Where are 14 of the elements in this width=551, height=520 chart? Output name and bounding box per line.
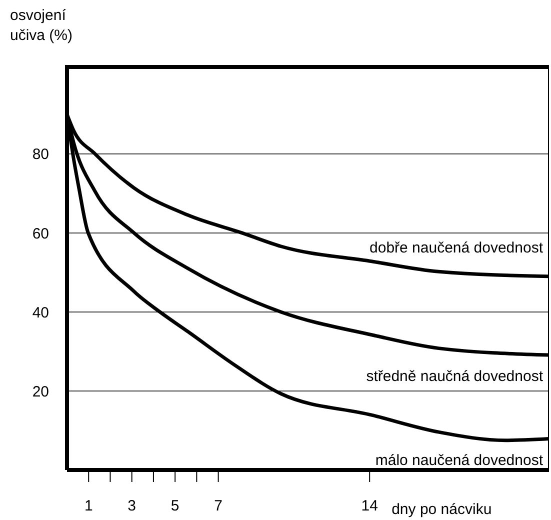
x-tick-label: 1 (84, 498, 93, 515)
x-tick-label: 7 (214, 498, 222, 515)
series-label: středně naučná dovednost (366, 368, 544, 386)
x-tick-label: 14 (361, 498, 378, 515)
series-label: dobře naučená dovednost (370, 239, 544, 256)
x-tick-label: 3 (128, 498, 136, 515)
y-axis-title: osvojení učiva (%) (10, 6, 74, 46)
x-tick-label: 5 (170, 498, 180, 515)
y-tick-label: 20 (32, 383, 49, 400)
y-tick-label: 60 (32, 225, 49, 242)
x-axis-title: dny po nácviku (392, 501, 492, 518)
series-label: málo naučená dovednost (375, 452, 544, 469)
y-tick-label: 40 (32, 304, 49, 322)
y-tick-label: 80 (32, 146, 49, 164)
